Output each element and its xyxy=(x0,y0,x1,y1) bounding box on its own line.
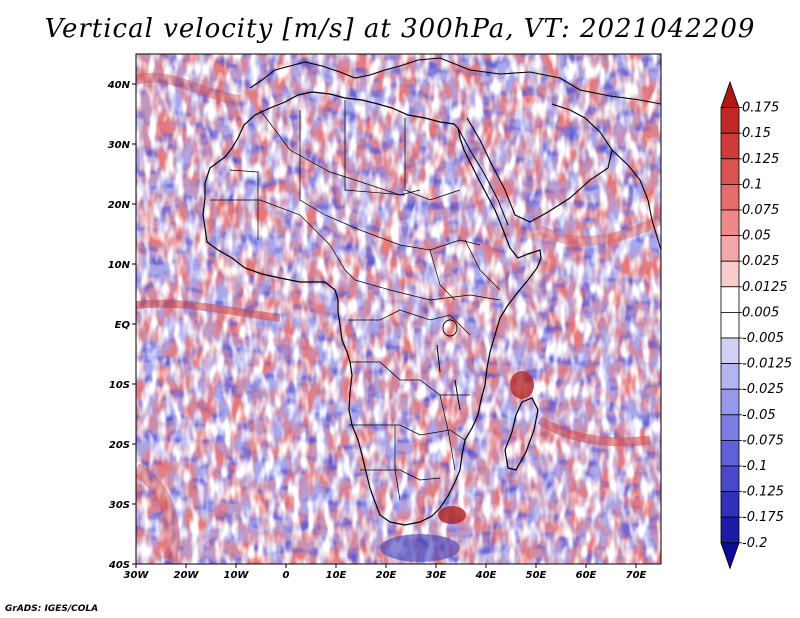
colorbar-label: 0.0125 xyxy=(742,280,788,295)
feature-band-arabia xyxy=(537,215,661,246)
colorbar-box xyxy=(720,209,740,237)
africa-coastline xyxy=(202,91,542,526)
colorbar-box xyxy=(720,286,740,313)
feature-band-sw xyxy=(136,463,180,562)
lat-tick-label: 40S xyxy=(108,560,130,571)
colorbar-label: 0.175 xyxy=(742,101,779,116)
colorbar-label: -0.2 xyxy=(742,536,767,551)
madagascar-coastline xyxy=(504,397,539,471)
colorbar-label: -0.05 xyxy=(742,408,776,423)
lat-tick-label: 10N xyxy=(108,260,131,271)
colorbar-label: -0.005 xyxy=(742,331,784,346)
colorbar-box xyxy=(720,235,740,262)
arabia-coastline xyxy=(466,103,613,223)
feature-band-nw xyxy=(136,72,241,105)
colorbar-box xyxy=(720,132,740,160)
colorbar-arrow-top xyxy=(720,80,740,108)
colorbar-box xyxy=(720,414,740,441)
longitude-axis: 30W 20W 10W 0 10E 20E 30E 40E 50E 60E 70E xyxy=(124,564,647,581)
colorbar-box xyxy=(720,337,740,365)
lake-tanganyika xyxy=(436,344,441,373)
colorbar-label: -0.1 xyxy=(742,459,767,474)
colorbar-box xyxy=(720,107,740,134)
map-frame xyxy=(135,53,662,565)
lon-tick-label: 20W xyxy=(174,570,200,581)
colorbar-arrow-bottom xyxy=(720,542,740,570)
colorbar-box xyxy=(720,388,740,416)
footer-credit: GrADS: IGES/COLA xyxy=(5,604,99,614)
colorbar-label: -0.075 xyxy=(742,433,784,448)
feature-band-equator xyxy=(136,299,281,322)
lat-tick-label: 10S xyxy=(109,380,130,391)
lon-tick-label: 0 xyxy=(283,570,290,581)
colorbar-label: -0.0125 xyxy=(742,357,792,372)
lon-tick-label: 20E xyxy=(376,570,397,581)
lat-tick-label: 30N xyxy=(108,140,131,151)
lon-tick-label: 70E xyxy=(626,570,647,581)
lake-malawi xyxy=(454,379,461,411)
country-borders xyxy=(210,100,501,501)
lon-tick-label: 30E xyxy=(426,570,447,581)
colorbar-box xyxy=(720,363,740,390)
colorbar-box xyxy=(720,311,740,339)
lon-tick-label: 40E xyxy=(475,570,497,581)
colorbar-label: 0.15 xyxy=(742,126,771,141)
lon-tick-label: 10W xyxy=(224,570,250,581)
colorbar-label: 0.05 xyxy=(742,229,771,244)
feature-band-se xyxy=(537,416,651,447)
colorbar-label: 0.005 xyxy=(742,305,779,320)
colorbar-box xyxy=(720,183,740,211)
feature-ascent-madagascar xyxy=(510,371,534,399)
chart-title: Vertical velocity [m/s] at 300hPa, VT: 2… xyxy=(44,14,756,44)
colorbar-label: -0.025 xyxy=(742,382,784,397)
feature-ascent-southafrica xyxy=(438,506,466,524)
lat-tick-label: 20N xyxy=(108,200,131,211)
europe-coastline xyxy=(249,57,661,105)
lat-tick-label: 20S xyxy=(109,440,130,451)
colorbar-label: 0.1 xyxy=(742,177,763,192)
lat-tick-label: 40N xyxy=(107,80,131,91)
colorbar-label: 0.075 xyxy=(742,203,779,218)
colorbar-label: 0.025 xyxy=(742,254,779,269)
colorbar-box xyxy=(720,516,740,544)
lon-tick-label: 50E xyxy=(526,570,547,581)
colorbar-box xyxy=(720,158,740,185)
red-sea-coast xyxy=(457,127,509,226)
lat-tick-label: 30S xyxy=(109,500,130,511)
colorbar-label: -0.175 xyxy=(742,510,784,525)
lon-tick-label: 60E xyxy=(576,570,597,581)
latitude-axis: 40N 30N 20N 10N EQ 10S 20S 30S 40S xyxy=(107,80,136,571)
feature-subsidence-south xyxy=(380,534,460,562)
lon-tick-label: 30W xyxy=(124,570,150,581)
lake-victoria xyxy=(442,319,458,337)
lat-tick-label: EQ xyxy=(115,320,131,331)
colorbar-box xyxy=(720,465,740,493)
colorbar-box xyxy=(720,439,740,467)
colorbar-box xyxy=(720,491,740,518)
colorbar-label: 0.125 xyxy=(742,152,779,167)
india-coastline xyxy=(611,149,661,251)
colorbar-box xyxy=(720,260,740,288)
colorbar-label: -0.125 xyxy=(742,485,784,500)
lon-tick-label: 10E xyxy=(326,570,347,581)
